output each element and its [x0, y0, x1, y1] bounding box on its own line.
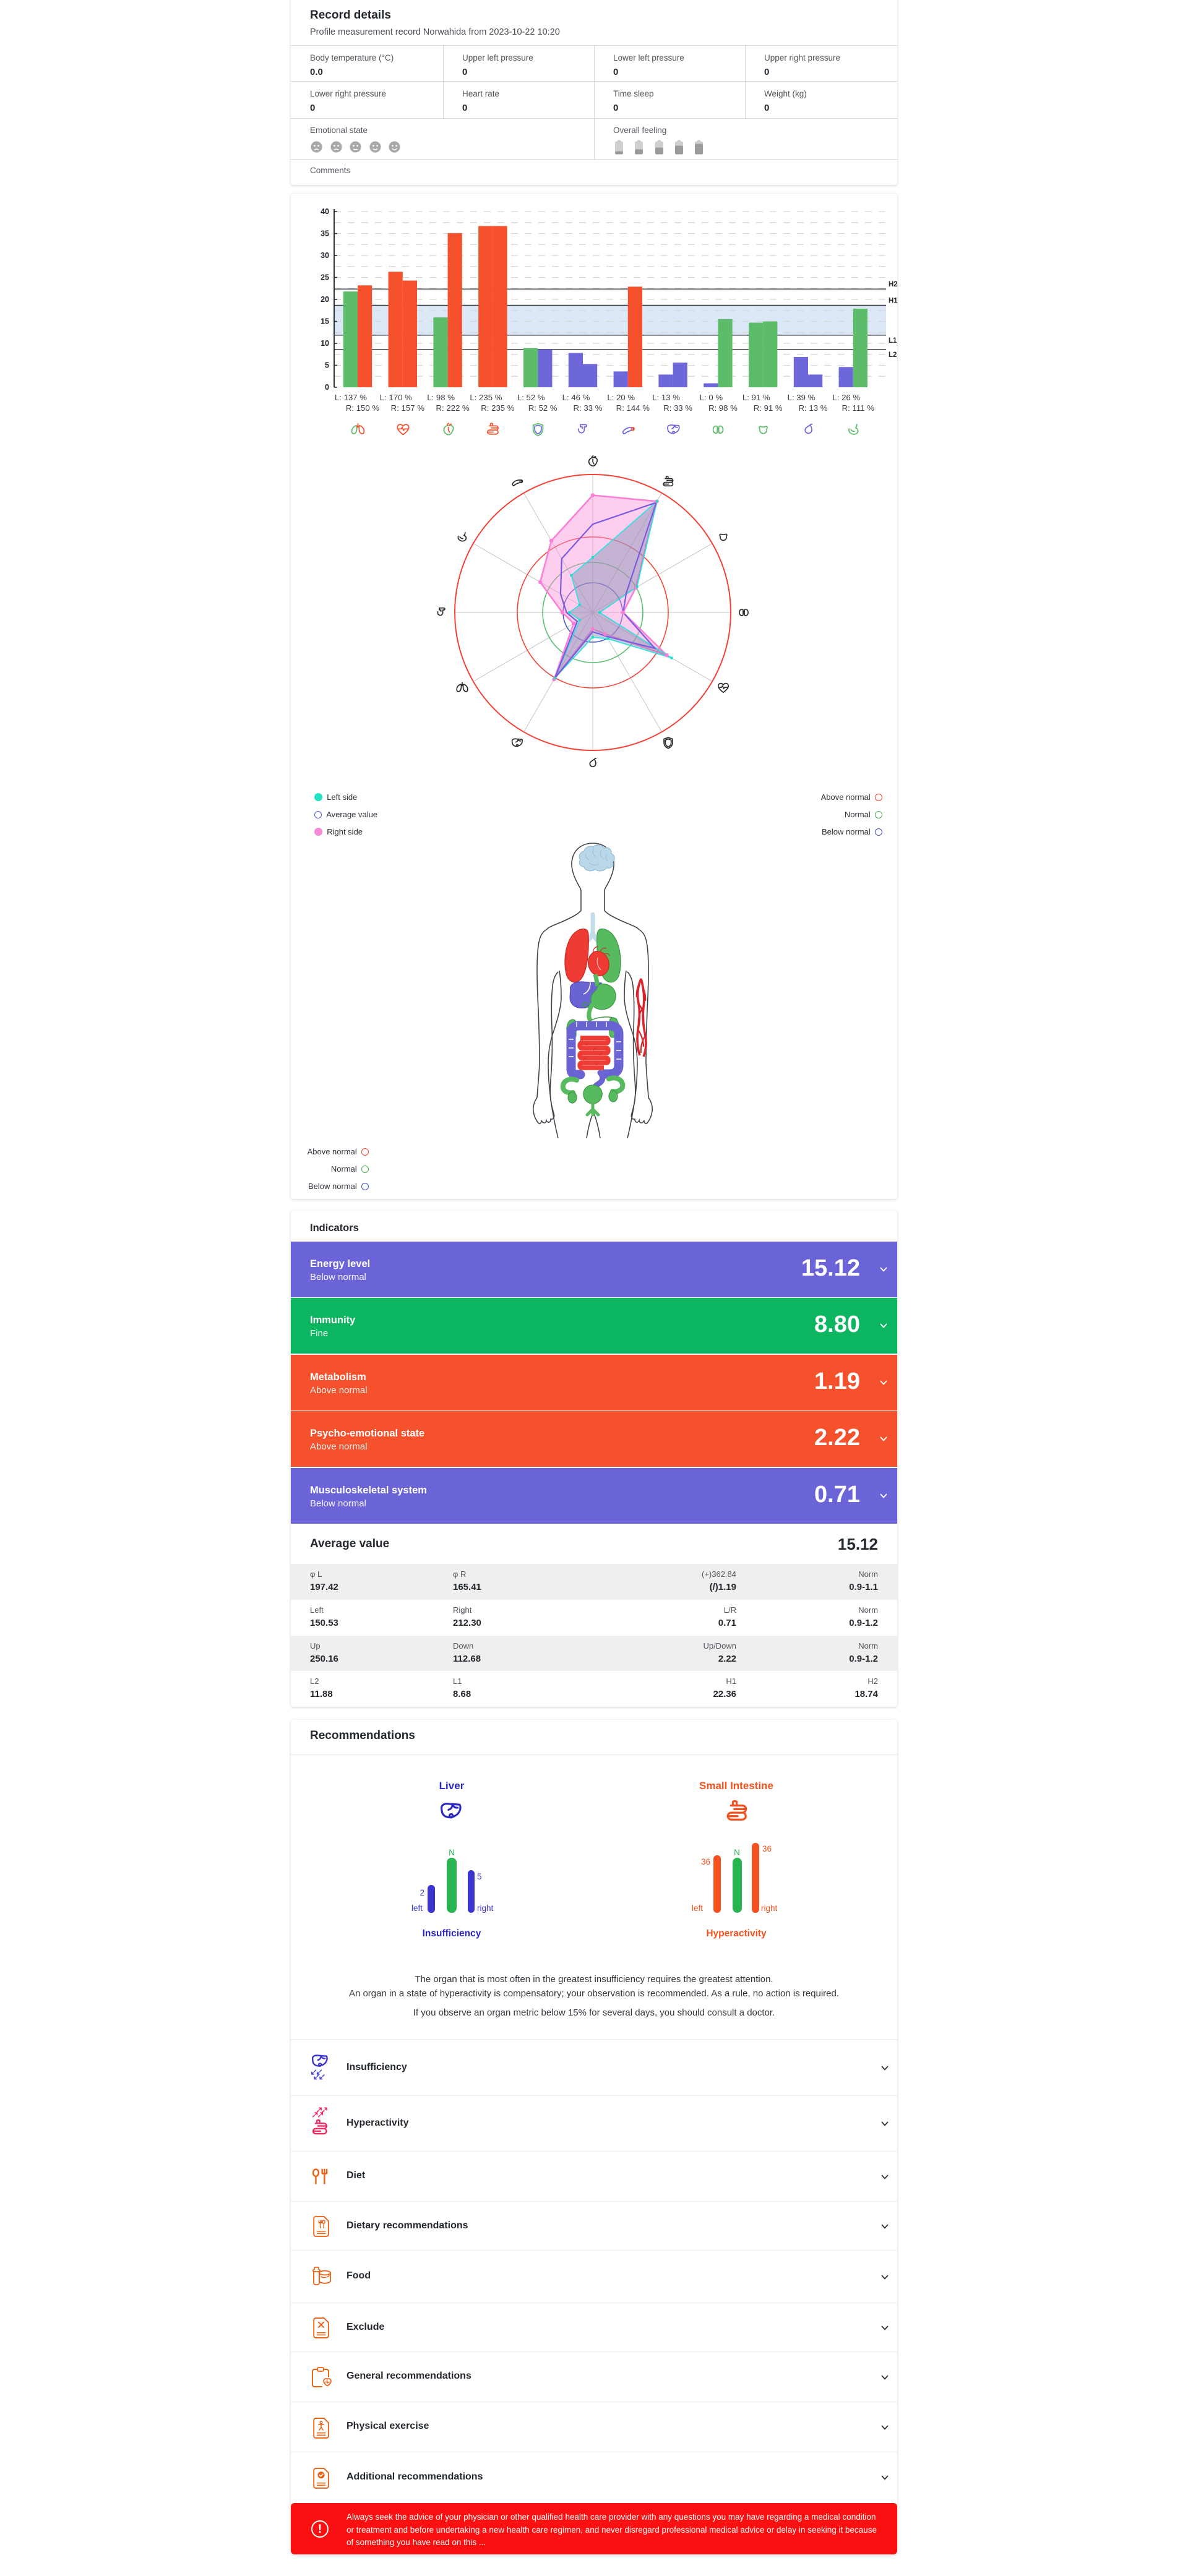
- svg-text:R: 52 %: R: 52 %: [528, 403, 557, 413]
- svg-text:L: 170 %: L: 170 %: [380, 393, 412, 402]
- svg-text:10: 10: [321, 339, 329, 348]
- svg-text:L: 52 %: L: 52 %: [517, 393, 545, 402]
- svg-text:L2: L2: [889, 351, 897, 359]
- svg-text:L: 91 %: L: 91 %: [742, 393, 770, 402]
- svg-text:R: 150 %: R: 150 %: [346, 403, 380, 413]
- svg-text:30: 30: [321, 251, 329, 260]
- svg-text:L: 39 %: L: 39 %: [788, 393, 816, 402]
- svg-text:L1: L1: [889, 337, 897, 345]
- svg-text:L: 13 %: L: 13 %: [652, 393, 680, 402]
- svg-text:25: 25: [321, 273, 329, 282]
- svg-text:L: 137 %: L: 137 %: [335, 393, 367, 402]
- svg-text:L: 235 %: L: 235 %: [470, 393, 502, 402]
- svg-text:5: 5: [325, 361, 329, 370]
- svg-text:R: 13 %: R: 13 %: [799, 403, 828, 413]
- svg-text:15: 15: [321, 317, 329, 326]
- svg-text:L: 0 %: L: 0 %: [700, 393, 723, 402]
- svg-text:R: 111 %: R: 111 %: [842, 403, 875, 413]
- svg-text:R: 222 %: R: 222 %: [436, 403, 470, 413]
- svg-text:20: 20: [321, 295, 329, 304]
- svg-text:L: 98 %: L: 98 %: [427, 393, 455, 402]
- svg-text:R: 33 %: R: 33 %: [574, 403, 603, 413]
- svg-text:H1: H1: [889, 298, 898, 305]
- svg-text:R: 33 %: R: 33 %: [663, 403, 692, 413]
- svg-text:L: 20 %: L: 20 %: [607, 393, 635, 402]
- svg-text:L: 26 %: L: 26 %: [832, 393, 860, 402]
- svg-text:H2: H2: [889, 281, 898, 288]
- svg-text:0: 0: [325, 383, 329, 392]
- svg-text:R: 235 %: R: 235 %: [481, 403, 515, 413]
- svg-text:R: 157 %: R: 157 %: [391, 403, 425, 413]
- svg-text:R: 144 %: R: 144 %: [616, 403, 650, 413]
- svg-text:L: 46 %: L: 46 %: [562, 393, 590, 402]
- svg-text:35: 35: [321, 230, 329, 238]
- svg-text:R: 91 %: R: 91 %: [754, 403, 783, 413]
- svg-text:R: 98 %: R: 98 %: [708, 403, 738, 413]
- svg-text:40: 40: [321, 207, 329, 216]
